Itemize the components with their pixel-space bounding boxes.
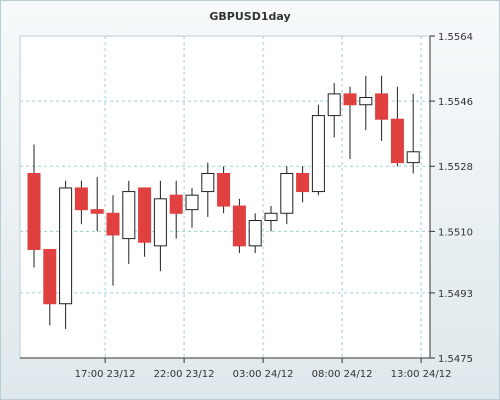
candle-body-bull [311, 115, 325, 193]
candle-body-bear [74, 187, 88, 211]
candle [90, 177, 104, 232]
candle [122, 180, 136, 264]
candle [201, 162, 215, 217]
candle [59, 180, 73, 330]
candle-body-bull [185, 194, 199, 211]
y-tick-label: 1.5528 [438, 162, 473, 173]
candle-body-bull [359, 97, 373, 106]
candle-body-bull [327, 93, 341, 117]
candle [27, 144, 41, 268]
x-tick-label: 17:00 23/12 [75, 369, 136, 380]
candle-body-bear [232, 205, 246, 247]
candle-body-bull [248, 220, 262, 247]
candle-body-bear [390, 118, 404, 164]
y-tick-label: 1.5546 [438, 97, 473, 108]
candle-body-bear [169, 194, 183, 214]
candle [406, 93, 420, 174]
candle-body-bull [153, 198, 167, 247]
candle [153, 180, 167, 272]
candle-body-bear [296, 172, 310, 193]
candle-body-bear [27, 172, 41, 250]
candle [280, 166, 294, 225]
candle [327, 83, 341, 138]
candle-body-bull [406, 151, 420, 164]
candle-body-bear [375, 93, 389, 120]
axes: 1.5564 1.5546 1.5528 1.5510 1.5493 1.5475 17:0… [20, 32, 473, 380]
candle-body-bear [90, 209, 104, 214]
candle-body-bear [43, 248, 57, 305]
candle [390, 86, 404, 167]
candle [343, 86, 357, 160]
candle-body-bear [138, 187, 152, 243]
x-tick-label: 03:00 24/12 [233, 369, 294, 380]
candle [169, 180, 183, 239]
x-tick-label: 08:00 24/12 [312, 369, 373, 380]
candle [74, 180, 88, 225]
candle [232, 198, 246, 254]
y-tick-label: 1.5564 [438, 32, 473, 43]
chart-title: GBPUSD1day [209, 10, 291, 23]
grid-lines [20, 36, 430, 358]
candle [217, 166, 231, 214]
candle [264, 206, 278, 232]
y-tick-label: 1.5475 [438, 354, 473, 365]
candle [311, 104, 325, 196]
y-tick-label: 1.5493 [438, 289, 473, 300]
candle-body-bear [106, 212, 120, 236]
candle-body-bear [343, 93, 357, 106]
candle-body-bull [280, 172, 294, 214]
candle-body-bull [201, 172, 215, 193]
candle [43, 248, 57, 326]
candle-body-bull [122, 191, 136, 240]
candle-body-bull [59, 187, 73, 305]
candle [375, 75, 389, 141]
candle [248, 213, 262, 254]
x-tick-label: 13:00 24/12 [391, 369, 452, 380]
candle [296, 166, 310, 203]
candles [27, 75, 420, 330]
candle [106, 195, 120, 286]
x-tick-label: 22:00 23/12 [154, 369, 215, 380]
candle [185, 187, 199, 228]
y-tick-label: 1.5510 [438, 227, 473, 238]
candle-body-bear [217, 172, 231, 207]
candle [359, 75, 373, 131]
candle-body-bull [264, 212, 278, 222]
candle [138, 187, 152, 257]
